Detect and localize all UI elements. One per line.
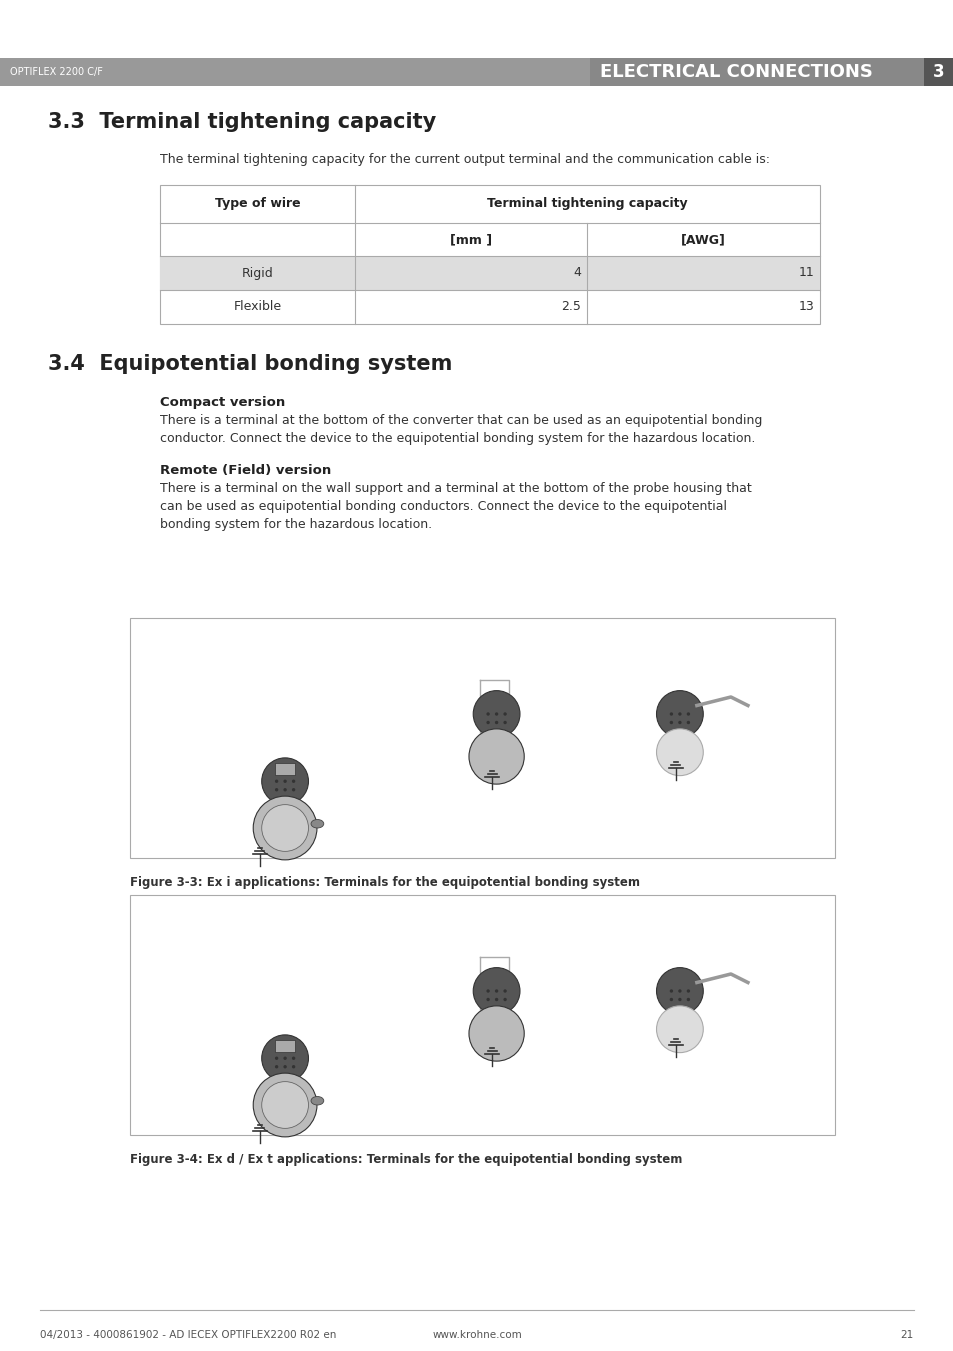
Ellipse shape bbox=[274, 1065, 278, 1069]
Text: 3.4  Equipotential bonding system: 3.4 Equipotential bonding system bbox=[48, 354, 452, 374]
Ellipse shape bbox=[283, 788, 287, 792]
Text: 3.3  Terminal tightening capacity: 3.3 Terminal tightening capacity bbox=[48, 112, 436, 132]
Ellipse shape bbox=[486, 998, 489, 1001]
Ellipse shape bbox=[669, 998, 673, 1001]
Text: Terminal tightening capacity: Terminal tightening capacity bbox=[487, 197, 687, 211]
Text: 4: 4 bbox=[573, 266, 580, 280]
Ellipse shape bbox=[261, 1082, 308, 1128]
Ellipse shape bbox=[274, 788, 278, 792]
Ellipse shape bbox=[686, 721, 689, 724]
Ellipse shape bbox=[292, 1056, 295, 1061]
Text: 11: 11 bbox=[798, 266, 813, 280]
Text: [AWG]: [AWG] bbox=[680, 232, 725, 246]
Text: Rigid: Rigid bbox=[241, 266, 274, 280]
Ellipse shape bbox=[678, 721, 680, 724]
Ellipse shape bbox=[486, 721, 489, 724]
Ellipse shape bbox=[283, 1056, 287, 1061]
Text: 21: 21 bbox=[900, 1329, 913, 1340]
Text: There is a terminal on the wall support and a terminal at the bottom of the prob: There is a terminal on the wall support … bbox=[160, 482, 751, 531]
Text: Type of wire: Type of wire bbox=[214, 197, 300, 211]
Ellipse shape bbox=[274, 780, 278, 784]
Ellipse shape bbox=[503, 712, 506, 716]
Ellipse shape bbox=[656, 967, 702, 1015]
Ellipse shape bbox=[686, 989, 689, 993]
Bar bbox=[160, 255, 820, 290]
Ellipse shape bbox=[253, 1073, 316, 1138]
Ellipse shape bbox=[292, 788, 295, 792]
Ellipse shape bbox=[503, 998, 506, 1001]
Ellipse shape bbox=[292, 1065, 295, 1069]
Text: 3: 3 bbox=[932, 63, 943, 81]
Ellipse shape bbox=[669, 721, 673, 724]
Text: 2.5: 2.5 bbox=[560, 300, 580, 313]
Ellipse shape bbox=[292, 780, 295, 784]
Ellipse shape bbox=[283, 1065, 287, 1069]
Ellipse shape bbox=[486, 989, 489, 993]
Bar bbox=[274, 763, 295, 775]
Ellipse shape bbox=[473, 690, 519, 738]
Ellipse shape bbox=[311, 1097, 323, 1105]
Ellipse shape bbox=[261, 1035, 308, 1082]
Ellipse shape bbox=[686, 712, 689, 716]
Text: 13: 13 bbox=[798, 300, 813, 313]
Ellipse shape bbox=[253, 796, 316, 859]
Text: Flexible: Flexible bbox=[233, 300, 281, 313]
Ellipse shape bbox=[669, 712, 673, 716]
Ellipse shape bbox=[495, 721, 497, 724]
Bar bbox=[923, 58, 953, 86]
Ellipse shape bbox=[495, 989, 497, 993]
Ellipse shape bbox=[503, 989, 506, 993]
Ellipse shape bbox=[495, 998, 497, 1001]
Text: The terminal tightening capacity for the current output terminal and the communi: The terminal tightening capacity for the… bbox=[160, 153, 769, 166]
Text: There is a terminal at the bottom of the converter that can be used as an equipo: There is a terminal at the bottom of the… bbox=[160, 413, 761, 444]
Ellipse shape bbox=[656, 1006, 702, 1052]
Ellipse shape bbox=[261, 758, 308, 805]
Ellipse shape bbox=[469, 730, 524, 784]
Ellipse shape bbox=[283, 780, 287, 784]
Ellipse shape bbox=[473, 967, 519, 1015]
Ellipse shape bbox=[656, 690, 702, 738]
Text: OPTIFLEX 2200 C/F: OPTIFLEX 2200 C/F bbox=[10, 68, 103, 77]
Text: Figure 3-3: Ex i applications: Terminals for the equipotential bonding system: Figure 3-3: Ex i applications: Terminals… bbox=[130, 875, 639, 889]
Ellipse shape bbox=[669, 989, 673, 993]
Ellipse shape bbox=[274, 1056, 278, 1061]
Ellipse shape bbox=[678, 712, 680, 716]
Text: [mm ]: [mm ] bbox=[450, 232, 492, 246]
Bar bbox=[130, 617, 834, 858]
Ellipse shape bbox=[656, 730, 702, 775]
Ellipse shape bbox=[311, 820, 323, 828]
Text: ELECTRICAL CONNECTIONS: ELECTRICAL CONNECTIONS bbox=[599, 63, 872, 81]
Bar bbox=[0, 58, 589, 86]
Ellipse shape bbox=[686, 998, 689, 1001]
Text: Remote (Field) version: Remote (Field) version bbox=[160, 463, 331, 477]
Ellipse shape bbox=[261, 805, 308, 851]
Ellipse shape bbox=[495, 712, 497, 716]
Text: Figure 3-4: Ex d / Ex t applications: Terminals for the equipotential bonding sy: Figure 3-4: Ex d / Ex t applications: Te… bbox=[130, 1152, 681, 1166]
Ellipse shape bbox=[503, 721, 506, 724]
Ellipse shape bbox=[469, 1006, 524, 1061]
Bar bbox=[589, 58, 923, 86]
Ellipse shape bbox=[678, 989, 680, 993]
Bar bbox=[130, 894, 834, 1135]
Text: 04/2013 - 4000861902 - AD IECEX OPTIFLEX2200 R02 en: 04/2013 - 4000861902 - AD IECEX OPTIFLEX… bbox=[40, 1329, 336, 1340]
Bar bbox=[274, 1040, 295, 1052]
Text: Compact version: Compact version bbox=[160, 396, 285, 409]
Text: www.krohne.com: www.krohne.com bbox=[432, 1329, 521, 1340]
Bar bbox=[160, 185, 820, 324]
Ellipse shape bbox=[678, 998, 680, 1001]
Ellipse shape bbox=[486, 712, 489, 716]
